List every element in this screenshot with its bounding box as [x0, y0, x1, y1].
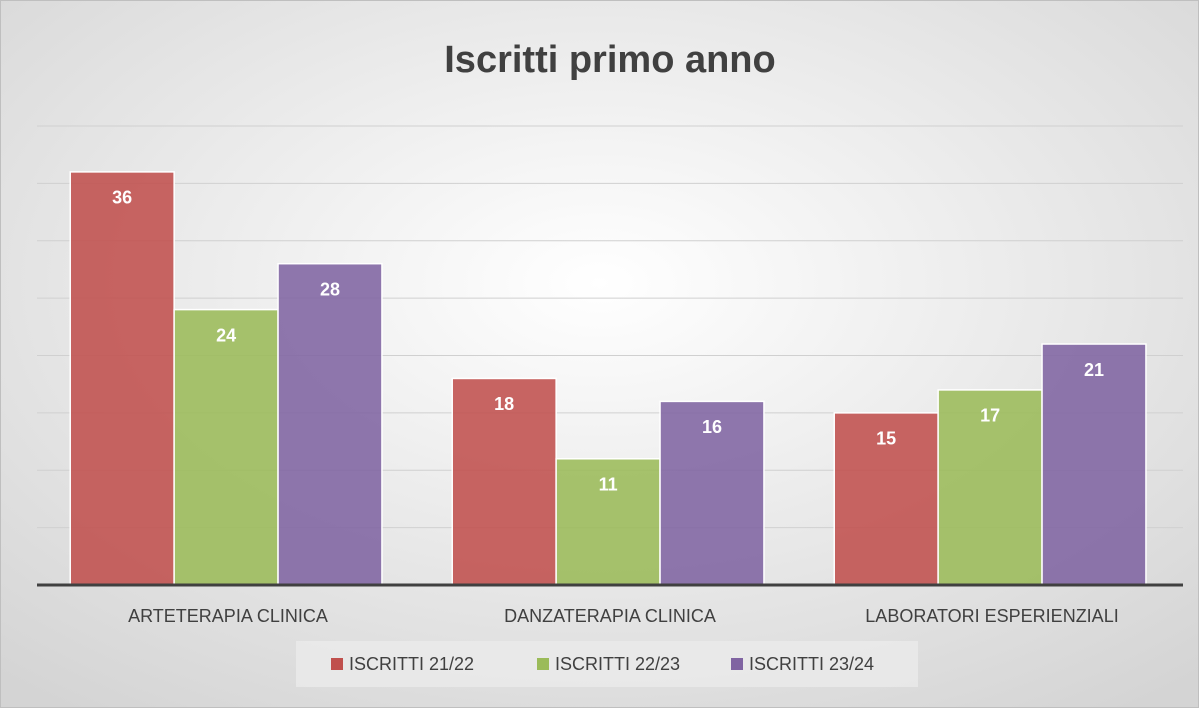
data-label: 17: [980, 406, 1000, 426]
bar: [1041, 343, 1147, 586]
legend-swatch: [537, 658, 549, 670]
x-tick-label: LABORATORI ESPERIENZIALI: [865, 606, 1118, 626]
data-label: 24: [216, 325, 236, 345]
chart-title: Iscritti primo anno: [444, 39, 775, 81]
legend-label: ISCRITTI 21/22: [349, 654, 474, 674]
legend-label: ISCRITTI 22/23: [555, 654, 680, 674]
data-label: 21: [1084, 360, 1104, 380]
bar: [69, 171, 175, 586]
data-label: 11: [599, 475, 618, 495]
data-label: 15: [876, 429, 896, 449]
bar: [277, 262, 383, 586]
x-tick-label: DANZATERAPIA CLINICA: [504, 606, 716, 626]
legend-box: [296, 641, 918, 687]
bar: [451, 377, 557, 586]
data-label: 18: [494, 394, 514, 414]
bar: [833, 412, 939, 586]
data-label: 16: [702, 417, 722, 437]
x-tick-label: ARTETERAPIA CLINICA: [128, 606, 328, 626]
legend-swatch: [331, 658, 343, 670]
legend-label: ISCRITTI 23/24: [749, 654, 874, 674]
bar: [555, 458, 661, 586]
data-label: 28: [320, 279, 340, 299]
data-label: 36: [112, 188, 132, 208]
bar: [173, 308, 279, 586]
legend-swatch: [731, 658, 743, 670]
